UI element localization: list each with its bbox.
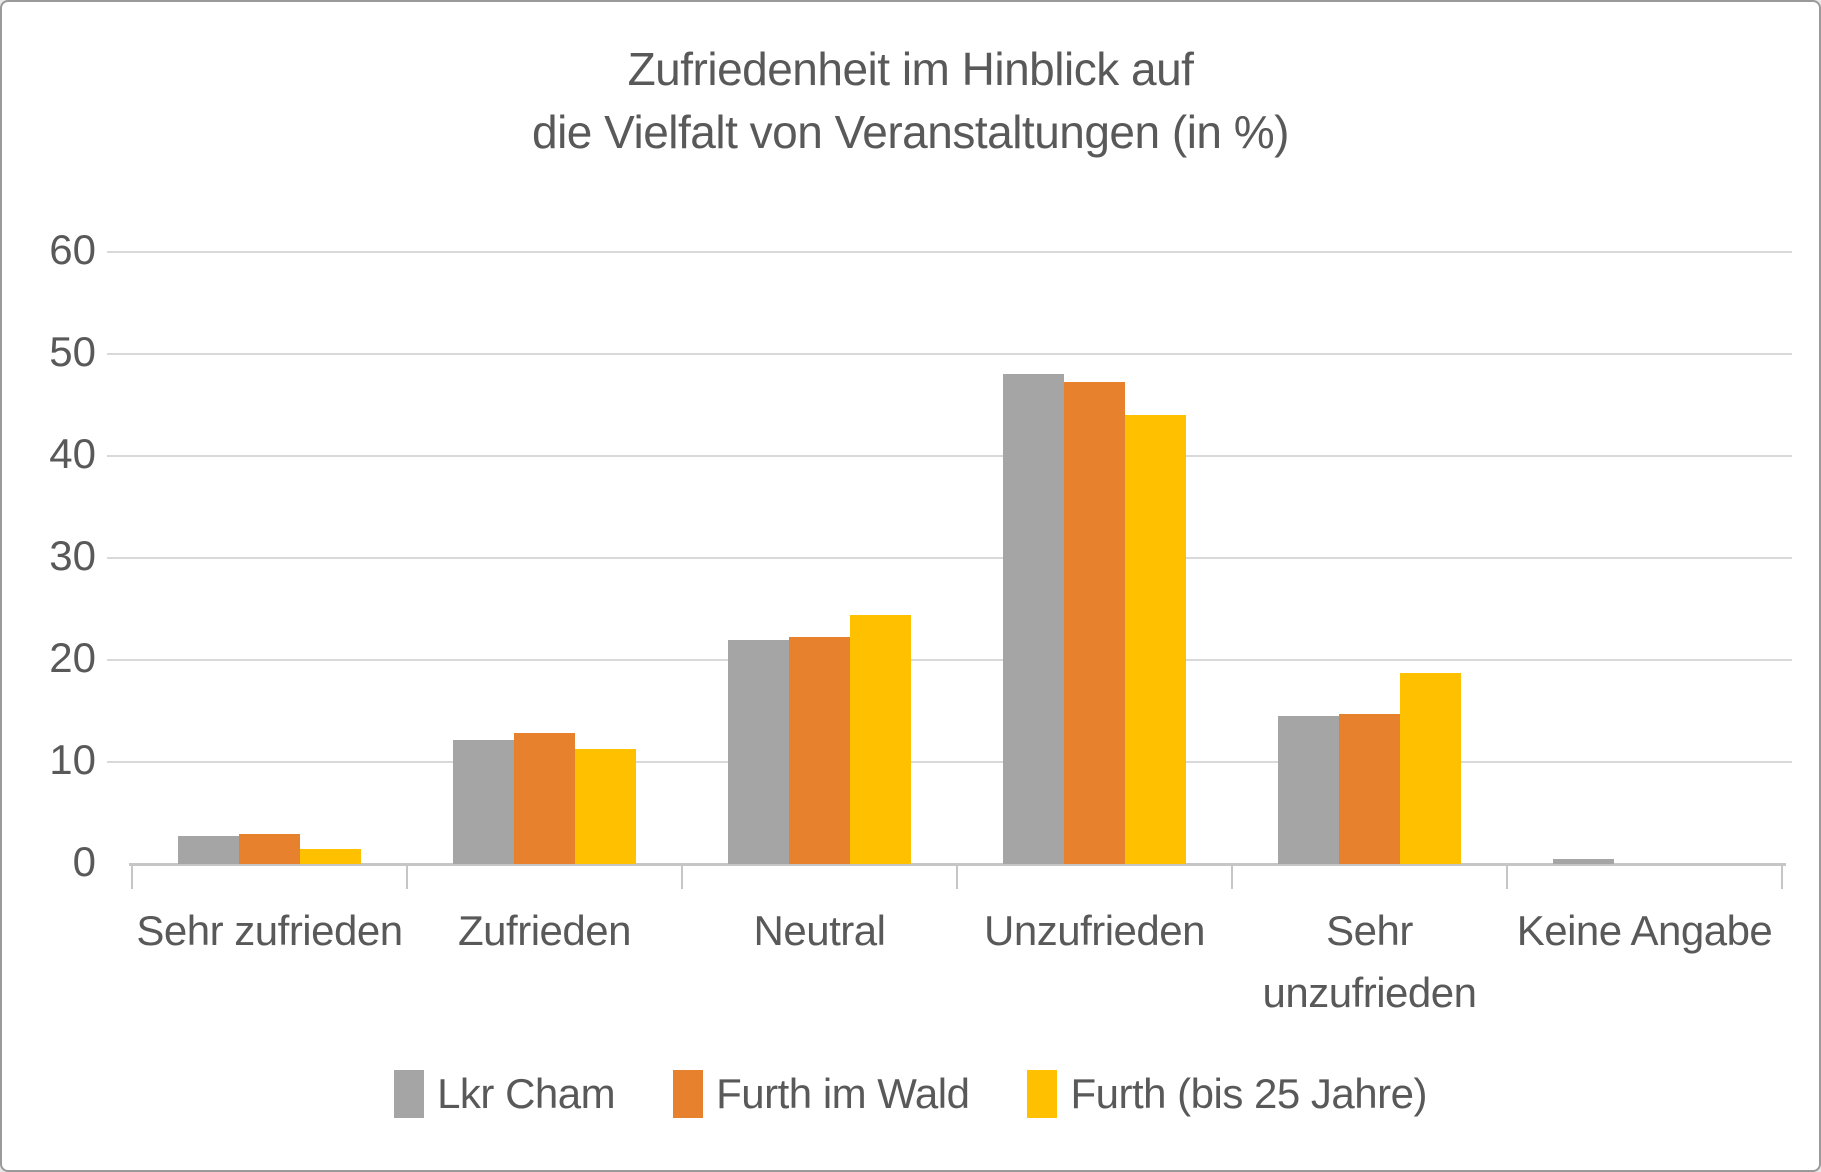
y-axis-label-50: 50	[49, 328, 96, 376]
x-axis-tick	[681, 864, 683, 889]
bar-Furth (bis 25 Jahre)-Sehr unzufrieden	[1400, 673, 1461, 864]
x-axis-tick	[1231, 864, 1233, 889]
x-axis-tick	[956, 864, 958, 889]
bar-Furth im Wald-Unzufrieden	[1064, 381, 1125, 864]
bar-Lkr Cham-Sehr zufrieden	[178, 836, 239, 864]
legend-item-Lkr Cham: Lkr Cham	[394, 1070, 616, 1118]
legend-label-Furth im Wald: Furth im Wald	[716, 1070, 970, 1117]
category-label-Unzufrieden: Unzufrieden	[984, 907, 1205, 954]
bar-Furth (bis 25 Jahre)-Zufrieden	[575, 748, 636, 864]
legend-label-Lkr Cham: Lkr Cham	[437, 1070, 616, 1117]
legend-item-Furth (bis 25 Jahre): Furth (bis 25 Jahre)	[1027, 1070, 1427, 1118]
bar-Lkr Cham-Neutral	[728, 639, 789, 864]
gridline-20	[107, 659, 1792, 661]
bar-Furth (bis 25 Jahre)-Sehr zufrieden	[300, 848, 361, 864]
x-axis-tick	[406, 864, 408, 889]
legend-swatch-Lkr Cham	[394, 1070, 425, 1118]
bar-Lkr Cham-Unzufrieden	[1003, 374, 1064, 864]
category-label-Keine Angabe: Keine Angabe	[1516, 907, 1773, 954]
y-axis-label-20: 20	[49, 634, 96, 682]
y-axis-label-60: 60	[49, 226, 96, 274]
y-axis-label-10: 10	[49, 736, 96, 784]
legend: Lkr Cham Furth im Wald Furth (bis 25 Jahre…	[2, 1070, 1819, 1118]
bar-Furth im Wald-Zufrieden	[514, 733, 575, 864]
gridline-30	[107, 557, 1792, 559]
y-axis-label-40: 40	[49, 430, 96, 478]
y-axis-label-30: 30	[49, 532, 96, 580]
bar-Lkr Cham-Sehr unzufrieden	[1278, 716, 1339, 864]
bar-Furth (bis 25 Jahre)-Neutral	[850, 615, 911, 864]
gridline-40	[107, 455, 1792, 457]
bar-Furth im Wald-Sehr unzufrieden	[1339, 714, 1400, 864]
category-label-Sehr unzufrieden: Sehr unzufrieden	[1262, 907, 1478, 1016]
chart-title: Zufriedenheit im Hinblick auf die Vielfa…	[531, 43, 1290, 158]
legend-swatch-Furth (bis 25 Jahre)	[1027, 1070, 1058, 1118]
gridline-60	[107, 251, 1792, 253]
bar-Furth im Wald-Sehr zufrieden	[239, 834, 300, 864]
legend-item-Furth im Wald: Furth im Wald	[673, 1070, 970, 1118]
x-axis-tick	[131, 864, 133, 889]
y-axis-label-0: 0	[72, 838, 96, 886]
bar-Furth im Wald-Neutral	[789, 636, 850, 864]
category-label-Sehr zufrieden: Sehr zufrieden	[136, 907, 403, 954]
x-axis-tick	[1506, 864, 1508, 889]
category-label-Neutral: Neutral	[753, 907, 886, 954]
gridline-50	[107, 353, 1792, 355]
x-axis-tick	[1781, 864, 1783, 889]
bar-Lkr Cham-Keine Angabe	[1553, 858, 1614, 864]
gridline-10	[107, 761, 1792, 763]
bar-Lkr Cham-Zufrieden	[453, 739, 514, 864]
legend-label-Furth (bis 25 Jahre): Furth (bis 25 Jahre)	[1070, 1070, 1427, 1117]
legend-swatch-Furth im Wald	[673, 1070, 704, 1118]
bar-Furth (bis 25 Jahre)-Unzufrieden	[1125, 415, 1186, 864]
category-label-Zufrieden: Zufrieden	[458, 907, 631, 954]
